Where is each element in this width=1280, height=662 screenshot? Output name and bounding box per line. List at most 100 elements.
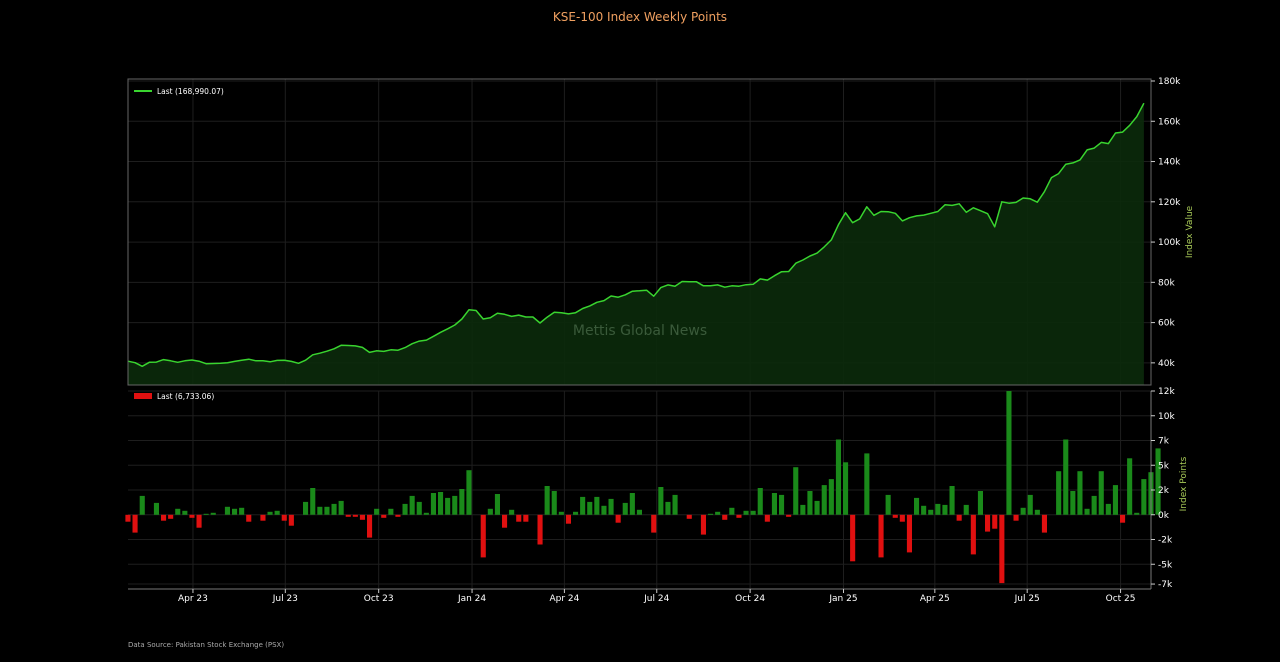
change-bar-up <box>1091 495 1097 515</box>
change-bar-down <box>395 514 401 517</box>
change-bar-down <box>1013 514 1019 521</box>
change-bar-down <box>537 514 543 545</box>
change-bar-down <box>288 514 294 526</box>
change-bar-up <box>608 498 614 515</box>
change-bar-up <box>430 493 436 515</box>
price-series-line <box>127 102 1145 368</box>
change-bar-up <box>1134 512 1140 515</box>
change-y-tick-label: -5k <box>1158 560 1173 570</box>
change-bar-up <box>274 510 280 515</box>
change-bar-down <box>246 514 252 522</box>
change-bar-down <box>359 514 365 520</box>
x-tick-label: Oct 25 <box>1106 594 1136 604</box>
change-bar-up <box>1141 479 1147 515</box>
change-bar-up <box>338 500 344 515</box>
change-bar-down <box>523 514 529 522</box>
change-bar-up <box>317 506 323 515</box>
change-bar-up <box>310 488 316 515</box>
change-y-tick-label: 10k <box>1158 412 1175 422</box>
change-bar-up <box>459 489 465 515</box>
change-bar-up <box>1070 491 1076 515</box>
change-bar-up <box>175 508 181 515</box>
change-bar-up <box>509 509 515 515</box>
change-y-tick-label: 2k <box>1158 486 1170 496</box>
price-legend-label: Last (168,990.07) <box>157 87 224 96</box>
change-bar-up <box>814 500 820 515</box>
watermark: Mettis Global News <box>573 323 707 339</box>
change-bar-down <box>502 514 508 528</box>
x-tick-label: Apr 25 <box>920 594 950 604</box>
change-bar-up <box>771 493 777 515</box>
change-legend-label: Last (6,733.06) <box>157 392 214 401</box>
change-bar-down <box>565 514 571 524</box>
change-bar-down <box>352 514 358 517</box>
change-bar-up <box>1056 471 1062 515</box>
price-y-tick-label: 160k <box>1158 117 1181 127</box>
change-bar-up <box>558 511 564 515</box>
change-bar-up <box>658 487 664 515</box>
change-bar-up <box>303 501 309 515</box>
x-tick-label: Apr 23 <box>178 594 208 604</box>
change-bar-up <box>743 510 749 515</box>
change-bar-down <box>764 514 770 522</box>
change-bar-up <box>487 508 493 515</box>
change-bar-down <box>850 514 856 562</box>
change-bar-up <box>232 508 238 515</box>
change-bar-down <box>899 514 905 522</box>
change-bar-up <box>1027 494 1033 515</box>
change-bar-down <box>651 514 657 533</box>
price-y-tick-label: 80k <box>1158 278 1175 288</box>
change-bar-down <box>125 514 131 522</box>
change-bar-down <box>992 514 998 529</box>
change-bar-up <box>828 479 834 515</box>
change-bar-up <box>210 512 216 515</box>
change-bar-up <box>224 506 230 515</box>
x-tick-label: Jul 25 <box>1014 594 1040 604</box>
change-bar-up <box>1006 391 1012 515</box>
change-bar-up <box>949 486 955 515</box>
change-bar-up <box>665 501 671 515</box>
x-tick-label: Oct 23 <box>364 594 394 604</box>
change-bar-up <box>779 494 785 515</box>
change-bar-up <box>750 510 756 515</box>
change-bar-up <box>821 485 827 515</box>
change-bar-up <box>942 504 948 515</box>
change-bar-up <box>203 513 209 515</box>
change-bar-down <box>906 514 912 553</box>
change-y-tick-label: 5k <box>1158 461 1170 471</box>
change-bar-up <box>580 496 586 515</box>
change-bar-down <box>686 514 692 519</box>
change-bar-up <box>864 453 870 515</box>
change-bar-up <box>708 513 714 515</box>
change-bar-up <box>1155 448 1161 515</box>
change-y-axis-label: Index Points <box>1179 456 1189 511</box>
change-bar-up <box>636 509 642 515</box>
change-bar-down <box>132 514 138 533</box>
change-bar-up <box>416 501 422 515</box>
change-y-tick-label: 12k <box>1158 387 1175 397</box>
change-bar-down <box>878 514 884 558</box>
price-y-tick-label: 180k <box>1158 77 1181 87</box>
change-bar-up <box>594 496 600 515</box>
price-y-tick-label: 100k <box>1158 238 1181 248</box>
change-bar-up <box>629 493 635 515</box>
change-bar-up <box>622 502 628 515</box>
price-panel-frame <box>127 78 1152 386</box>
change-bar-down <box>345 514 351 517</box>
x-tick-label: Jul 23 <box>272 594 298 604</box>
change-bar-down <box>999 514 1005 584</box>
change-bar-up <box>885 494 891 515</box>
change-bar-up <box>807 491 813 515</box>
chart-title: KSE-100 Index Weekly Points <box>552 10 728 24</box>
x-tick-label: Jul 24 <box>643 594 669 604</box>
price-y-tick-label: 140k <box>1158 158 1181 168</box>
change-y-tick-label: 7k <box>1158 437 1170 447</box>
change-bar-down <box>516 514 522 522</box>
change-y-tick-label: 0k <box>1158 511 1170 521</box>
change-bar-up <box>587 501 593 515</box>
change-bar-up <box>445 497 451 515</box>
change-bar-up <box>1020 507 1026 515</box>
change-bar-up <box>267 511 273 515</box>
change-bar-up <box>800 504 806 515</box>
